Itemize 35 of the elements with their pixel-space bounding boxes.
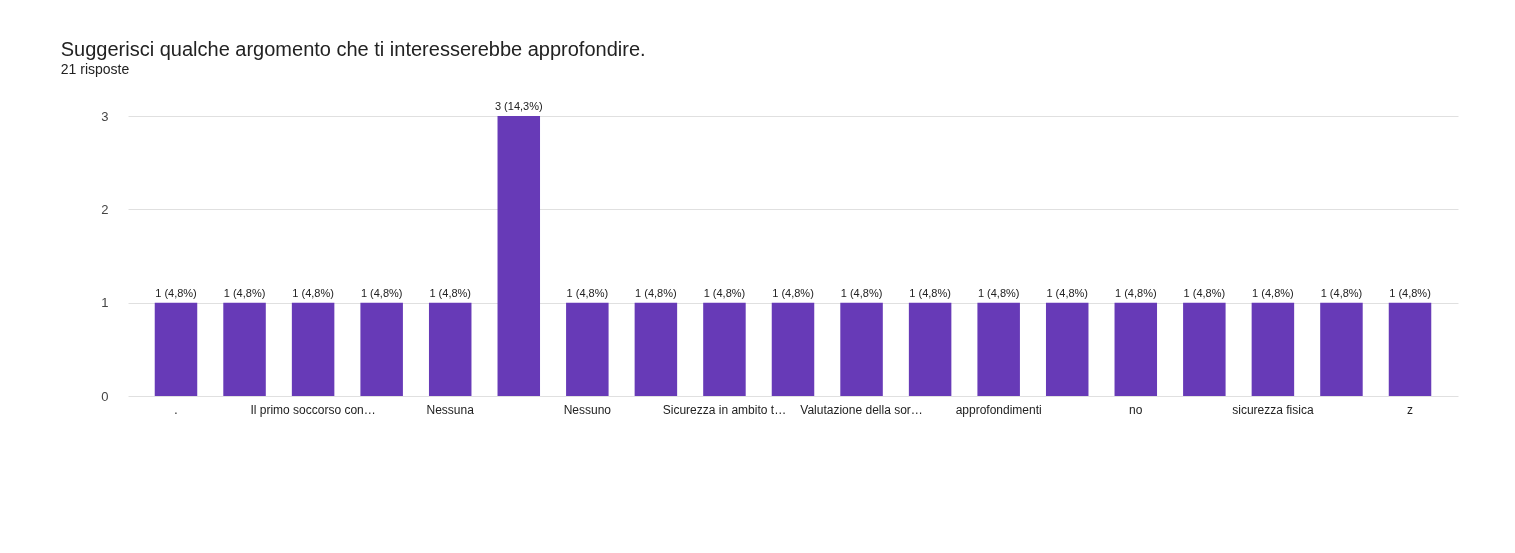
chart-subtitle: 21 risposte — [60, 61, 130, 77]
data-label: 1 (4,8%) — [1252, 286, 1294, 299]
y-tick-label: 1 — [101, 295, 109, 311]
x-tick-label: Nessuno — [563, 402, 612, 417]
y-tick-label: 0 — [101, 388, 109, 404]
data-label: 1 (4,8%) — [1046, 286, 1089, 299]
data-label: 1 (4,8%) — [566, 286, 609, 299]
data-label: 1 (4,8%) — [1183, 286, 1226, 299]
data-label: 1 (4,8%) — [909, 286, 951, 299]
data-label: 1 (4,8%) — [635, 286, 677, 299]
x-tick-label: Il primo soccorso con… — [250, 402, 376, 417]
data-label: 1 (4,8%) — [429, 286, 472, 299]
x-tick-label: approfondimenti — [955, 402, 1042, 417]
data-label: 1 (4,8%) — [1389, 286, 1431, 299]
x-tick-label: z — [1407, 402, 1414, 417]
data-label: 1 (4,8%) — [703, 286, 746, 299]
x-tick-label: Nessuna — [426, 402, 475, 417]
data-label: 1 (4,8%) — [223, 286, 266, 299]
data-label: 1 (4,8%) — [292, 286, 334, 299]
data-label: 1 (4,8%) — [1320, 286, 1363, 299]
x-tick-label: Sicurezza in ambito t… — [662, 402, 787, 417]
x-tick-label: sicurezza fisica — [1232, 402, 1314, 417]
x-tick-label: Valutazione della sor… — [800, 402, 923, 417]
data-label: 1 (4,8%) — [155, 286, 197, 299]
y-tick-label: 3 — [101, 108, 109, 124]
chart-title: Suggerisci qualche argomento che ti interesserebbe approfondire. — [60, 38, 646, 60]
data-label: 1 (4,8%) — [977, 286, 1020, 299]
data-label: 1 (4,8%) — [840, 286, 883, 299]
data-label: 1 (4,8%) — [1114, 286, 1157, 299]
x-tick-label: . — [174, 402, 178, 417]
data-label: 3 (14,3%) — [494, 100, 543, 112]
data-label: 1 (4,8%) — [360, 286, 403, 299]
x-tick-label: no — [1129, 402, 1143, 417]
data-label: 1 (4,8%) — [772, 286, 814, 299]
y-tick-label: 2 — [101, 201, 109, 217]
